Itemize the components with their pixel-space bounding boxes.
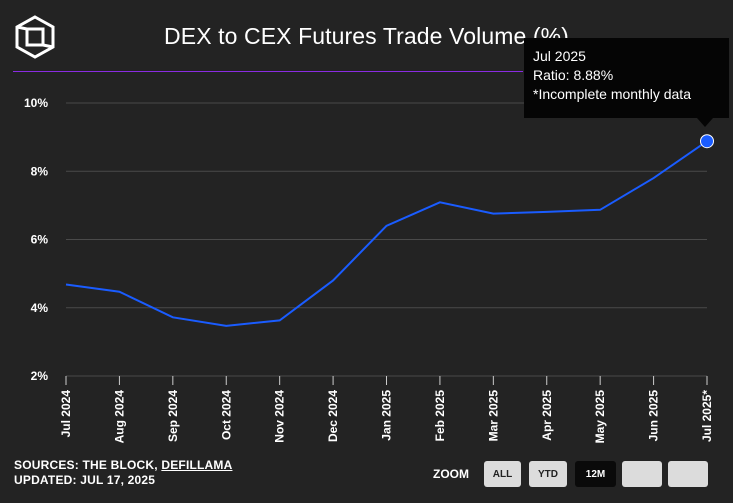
title-divider [13, 71, 523, 72]
zoom-12m-button[interactable]: 12M [575, 461, 616, 487]
y-tick-label: 8% [31, 164, 49, 178]
tooltip-note: *Incomplete monthly data [533, 86, 691, 102]
x-tick-label: Aug 2024 [112, 390, 126, 444]
y-tick-label: 10% [24, 96, 48, 110]
highlighted-point[interactable] [700, 134, 714, 149]
zoom-button-5[interactable] [668, 461, 708, 487]
series-line [65, 140, 708, 327]
sources-text: SOURCES: THE BLOCK, [14, 458, 162, 472]
sources-block: SOURCES: THE BLOCK, DEFILLAMA UPDATED: J… [14, 458, 232, 488]
y-tick-label: 4% [31, 301, 49, 315]
chart-title: DEX to CEX Futures Trade Volume (%) [164, 23, 569, 49]
sources-link-defillama[interactable]: DEFILLAMA [161, 458, 233, 472]
x-tick-label: May 2025 [593, 390, 607, 444]
x-tick-label: Jun 2025 [647, 390, 661, 442]
x-tick-label: Dec 2024 [326, 390, 340, 442]
tooltip-ratio: Ratio: 8.88% [533, 67, 614, 83]
x-tick-label: Oct 2024 [219, 390, 233, 440]
zoom-all-button[interactable]: ALL [484, 461, 521, 487]
y-tick-label: 6% [31, 233, 49, 247]
updated-text: UPDATED: JUL 17, 2025 [14, 473, 156, 487]
x-tick-label: Jul 2024 [59, 390, 73, 438]
logo [15, 15, 55, 59]
x-tick-label: Jan 2025 [380, 390, 394, 441]
zoom-ytd-button[interactable]: YTD [529, 461, 567, 487]
tooltip-arrow [697, 118, 713, 127]
x-tick-label: Nov 2024 [273, 390, 287, 443]
x-tick-label: Feb 2025 [433, 390, 447, 442]
x-tick-label: Mar 2025 [486, 390, 500, 442]
tooltip: Jul 2025 Ratio: 8.88% *Incomplete monthl… [524, 38, 729, 118]
y-tick-label: 2% [31, 369, 49, 383]
tooltip-date: Jul 2025 [533, 48, 586, 64]
x-tick-label: Sep 2024 [166, 390, 180, 442]
x-tick-label: Apr 2025 [540, 390, 554, 441]
x-tick-label: Jul 2025* [700, 390, 714, 442]
zoom-button-4[interactable] [622, 461, 662, 487]
zoom-label: ZOOM [433, 467, 469, 481]
